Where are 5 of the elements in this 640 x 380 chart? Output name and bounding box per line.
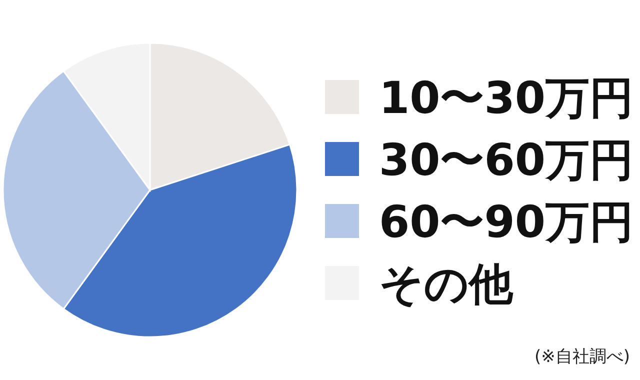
legend-label: 60〜90万円 (379, 197, 634, 248)
legend-label: 30〜60万円 (379, 135, 634, 186)
legend-label: その他 (379, 259, 514, 310)
text: (※自社調べ) (534, 347, 630, 367)
legend-label: 10〜30万円 (379, 73, 634, 124)
